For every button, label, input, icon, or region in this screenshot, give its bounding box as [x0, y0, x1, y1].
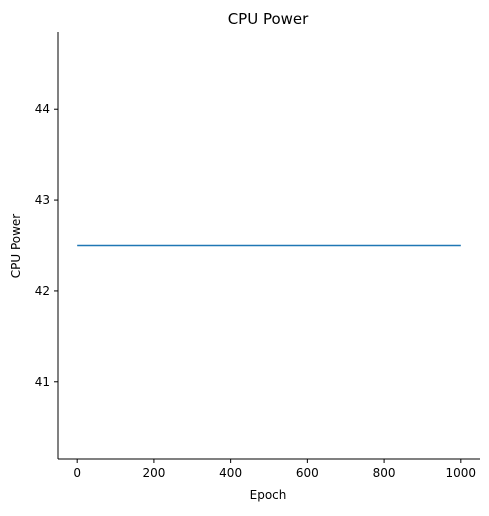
y-tick-label: 44 — [35, 102, 50, 116]
x-tick-label: 600 — [296, 466, 319, 480]
x-tick-label: 800 — [373, 466, 396, 480]
y-tick-label: 43 — [35, 193, 50, 207]
x-tick-label: 0 — [73, 466, 81, 480]
x-axis-ticks: 0 200 400 600 800 1000 — [73, 459, 476, 480]
x-tick-label: 200 — [142, 466, 165, 480]
y-tick-label: 42 — [35, 284, 50, 298]
y-tick-label: 41 — [35, 375, 50, 389]
y-axis-ticks: 41 42 43 44 — [35, 102, 58, 389]
x-tick-label: 400 — [219, 466, 242, 480]
chart-title: CPU Power — [228, 10, 309, 28]
x-tick-label: 1000 — [446, 466, 477, 480]
x-axis-label: Epoch — [250, 488, 287, 502]
y-axis-label: CPU Power — [9, 214, 23, 279]
